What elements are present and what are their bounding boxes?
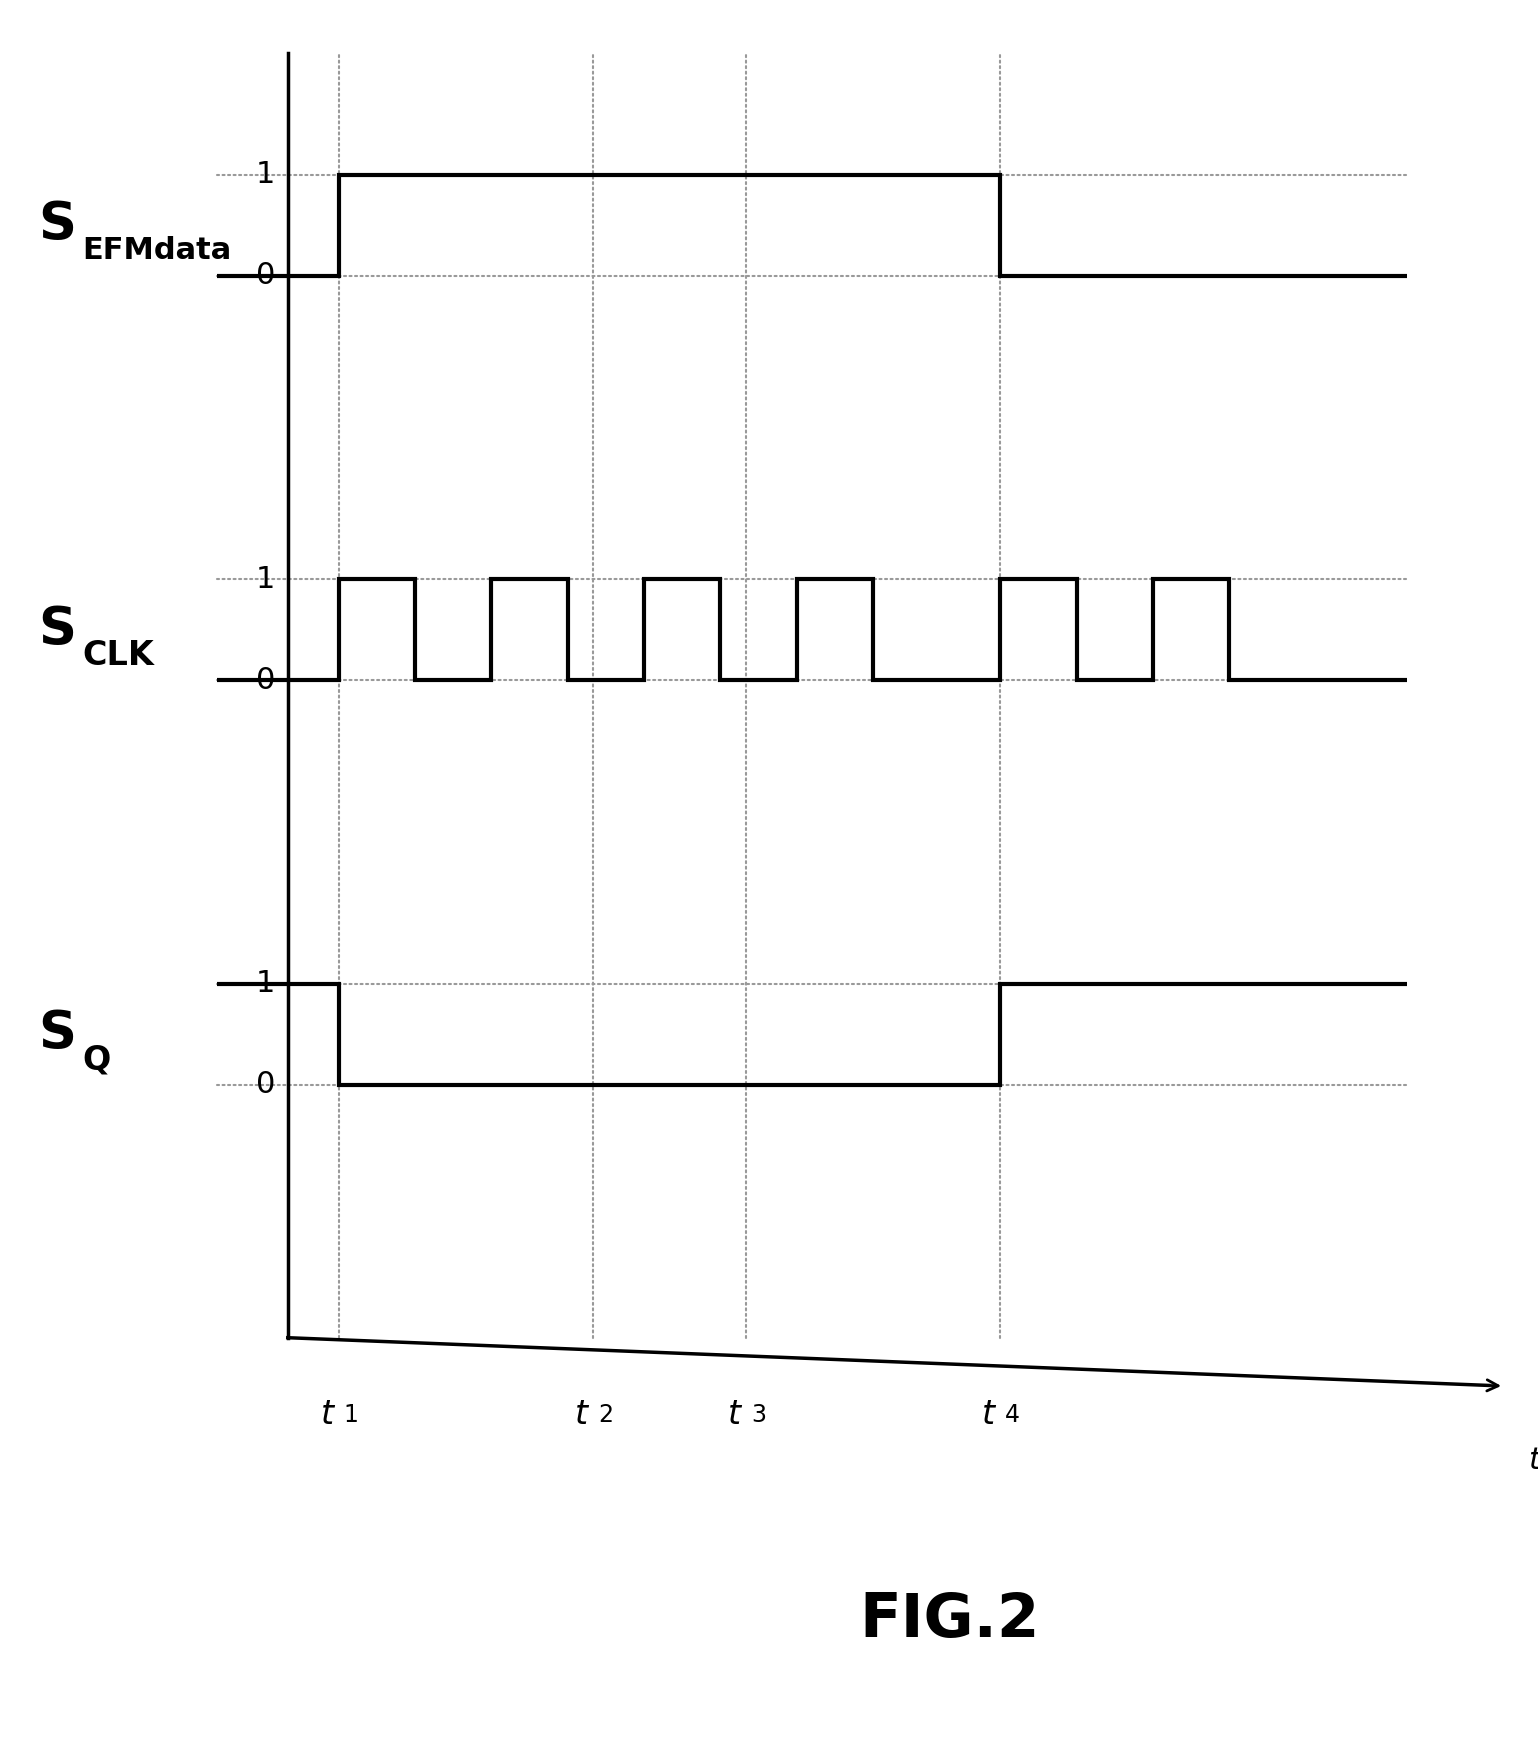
Text: 2: 2 [598,1403,614,1427]
Text: Q: Q [82,1044,111,1077]
Text: 0: 0 [257,667,275,695]
Text: 1: 1 [257,565,275,593]
Text: t: t [727,1398,741,1431]
Text: EFMdata: EFMdata [82,236,231,265]
Text: t: t [575,1398,588,1431]
Text: S: S [38,604,77,656]
Text: 4: 4 [1006,1403,1020,1427]
Text: 0: 0 [257,1070,275,1099]
Text: 0: 0 [257,262,275,290]
Text: 3: 3 [751,1403,766,1427]
Text: S: S [38,199,77,251]
Text: t: t [981,1398,995,1431]
Text: t: t [320,1398,334,1431]
Text: 1: 1 [257,161,275,188]
Text: FIG.2: FIG.2 [860,1591,1040,1651]
Text: t: t [1529,1447,1538,1475]
Text: 1: 1 [343,1403,358,1427]
Text: 1: 1 [257,968,275,998]
Text: CLK: CLK [82,639,154,672]
Text: S: S [38,1009,77,1061]
